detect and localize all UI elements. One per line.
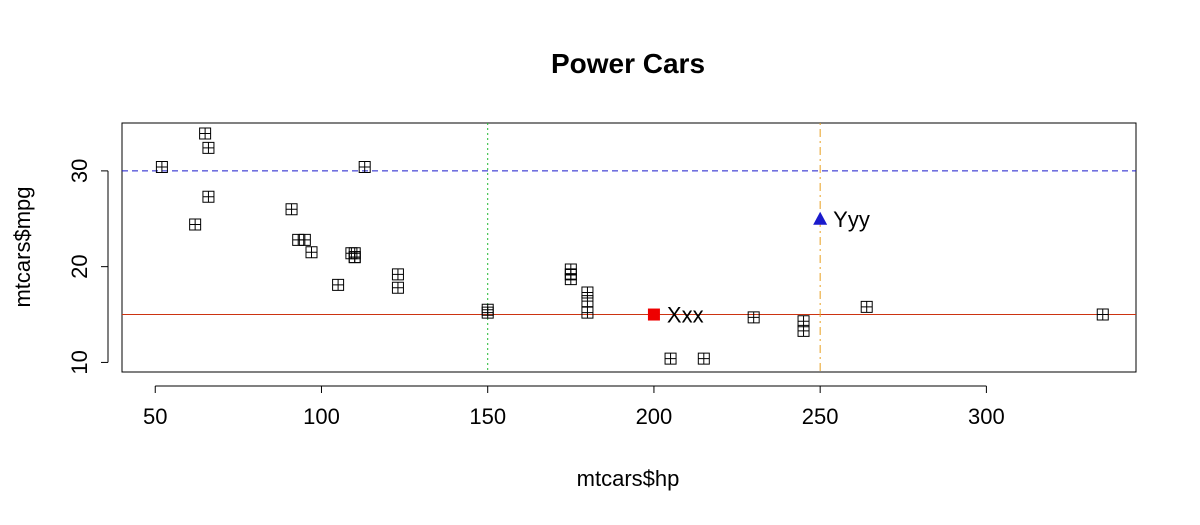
x-axis-label: mtcars$hp [577, 466, 680, 491]
chart-title: Power Cars [551, 48, 705, 79]
data-point [1096, 308, 1109, 321]
data-point [202, 190, 215, 203]
data-point [202, 141, 215, 154]
data-point [481, 306, 494, 319]
data-point [358, 161, 371, 174]
data-point [747, 311, 760, 324]
y-axis-label: mtcars$mpg [10, 186, 35, 307]
y-tick-label: 20 [67, 254, 92, 278]
x-tick-label: 50 [143, 404, 167, 429]
data-point [581, 286, 594, 299]
plot-area: 50 100 150 200 250 300 10 20 30 Xxx Yyy [67, 122, 1137, 429]
data-point [391, 268, 404, 281]
data-point [664, 352, 677, 365]
data-point [697, 352, 710, 365]
y-tick-label: 10 [67, 350, 92, 374]
plot-frame [121, 122, 1137, 373]
highlight-point [813, 211, 828, 225]
data-point [305, 246, 318, 259]
highlight-point [647, 308, 660, 321]
data-point [860, 300, 873, 313]
data-point [564, 263, 577, 276]
x-tick-label: 200 [636, 404, 673, 429]
data-point [391, 281, 404, 294]
highlight-label: Yyy [833, 207, 870, 232]
data-point [189, 218, 202, 231]
x-tick-label: 100 [303, 404, 340, 429]
data-point [332, 278, 345, 291]
data-point [285, 203, 298, 216]
x-tick-label: 250 [802, 404, 839, 429]
data-point [298, 233, 311, 246]
x-tick-label: 150 [469, 404, 506, 429]
x-tick-label: 300 [968, 404, 1005, 429]
y-tick-label: 30 [67, 159, 92, 183]
data-point [199, 127, 212, 140]
highlight-label: Xxx [667, 303, 704, 328]
data-point [345, 247, 358, 260]
data-point [581, 306, 594, 319]
data-point [797, 324, 810, 337]
data-point [155, 161, 168, 174]
